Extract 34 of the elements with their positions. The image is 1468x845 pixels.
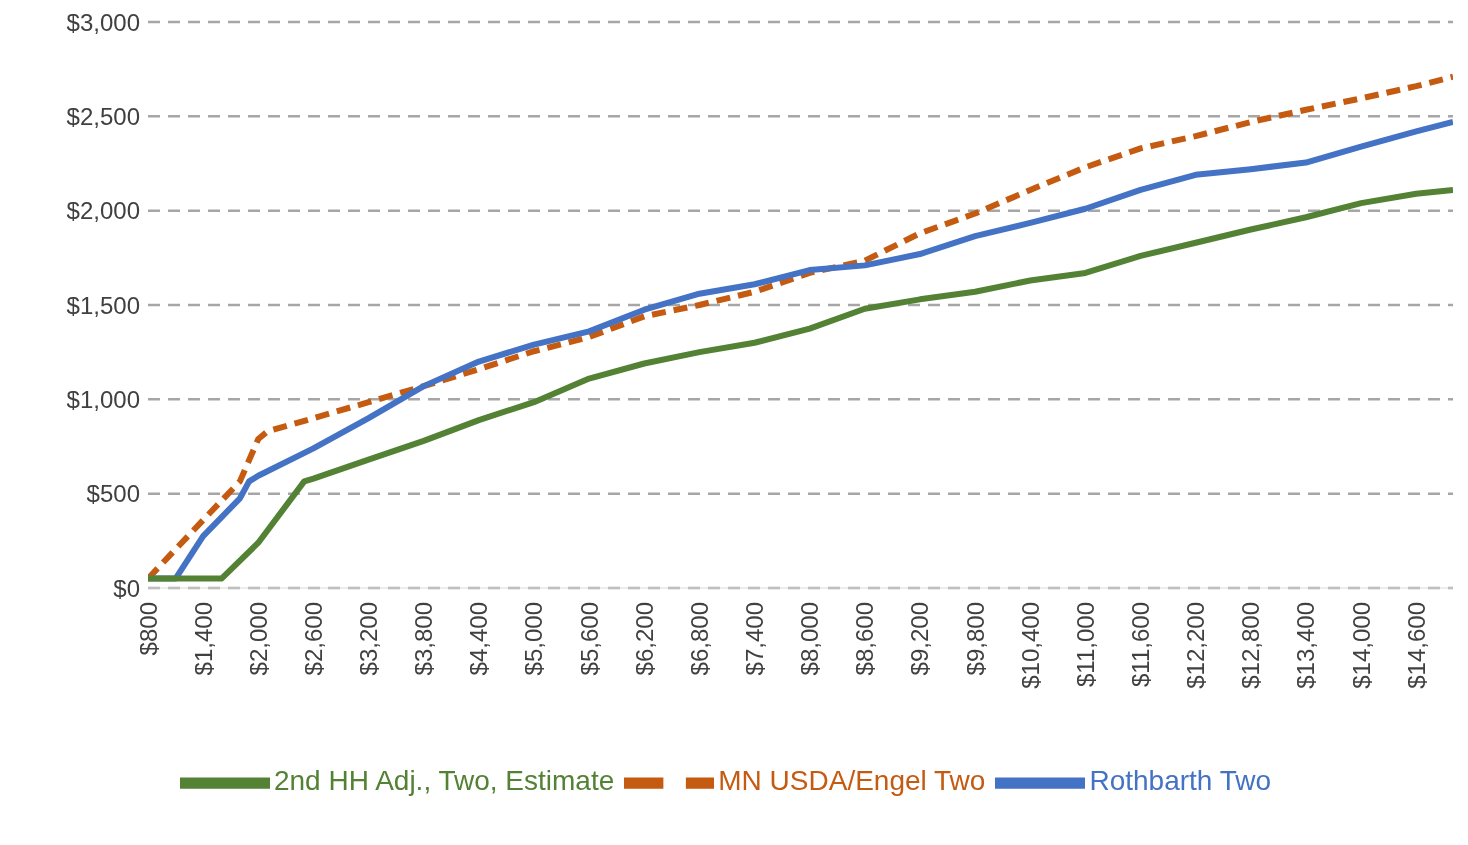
x-tick-label: $6,800: [685, 602, 713, 676]
x-tick-label: $8,600: [851, 602, 879, 676]
x-tick-label: $3,800: [410, 602, 438, 676]
legend-label: 2nd HH Adj., Two, Estimate: [273, 765, 615, 797]
x-tick-label: $12,800: [1237, 602, 1265, 689]
x-tick-label: $1,400: [189, 602, 217, 676]
x-tick-label: $5,000: [520, 602, 548, 676]
x-tick-label: $9,800: [961, 602, 989, 676]
x-tick-label: $3,200: [355, 602, 383, 676]
x-tick-label: $7,400: [741, 602, 769, 676]
x-tick-label: $13,400: [1292, 602, 1320, 689]
x-tick-label: $14,000: [1347, 602, 1375, 689]
y-tick-label: $2,500: [66, 102, 140, 130]
x-tick-label: $800: [134, 602, 162, 656]
x-tick-label: $4,400: [465, 602, 493, 676]
x-tick-label: $11,000: [1071, 602, 1099, 687]
x-tick-label: $9,200: [906, 602, 934, 676]
y-tick-label: $500: [86, 480, 140, 508]
x-tick-label: $11,600: [1127, 602, 1155, 687]
legend-label: Rothbarth Two: [1089, 765, 1272, 797]
y-tick-label: $2,000: [66, 197, 140, 225]
x-tick-label: $8,000: [796, 602, 824, 676]
x-tick-label: $2,600: [299, 602, 327, 676]
x-tick-label: $12,200: [1182, 602, 1210, 689]
x-tick-label: $6,200: [630, 602, 658, 676]
x-tick-label: $2,000: [244, 602, 272, 676]
x-tick-label: $5,600: [575, 602, 603, 676]
y-tick-label: $0: [113, 574, 140, 602]
legend-label: MN USDA/Engel Two: [718, 765, 986, 797]
x-tick-label: $10,400: [1016, 602, 1044, 689]
y-tick-label: $3,000: [66, 8, 140, 36]
y-tick-label: $1,000: [66, 385, 140, 413]
x-tick-label: $14,600: [1402, 602, 1430, 689]
y-tick-label: $1,500: [66, 291, 140, 319]
